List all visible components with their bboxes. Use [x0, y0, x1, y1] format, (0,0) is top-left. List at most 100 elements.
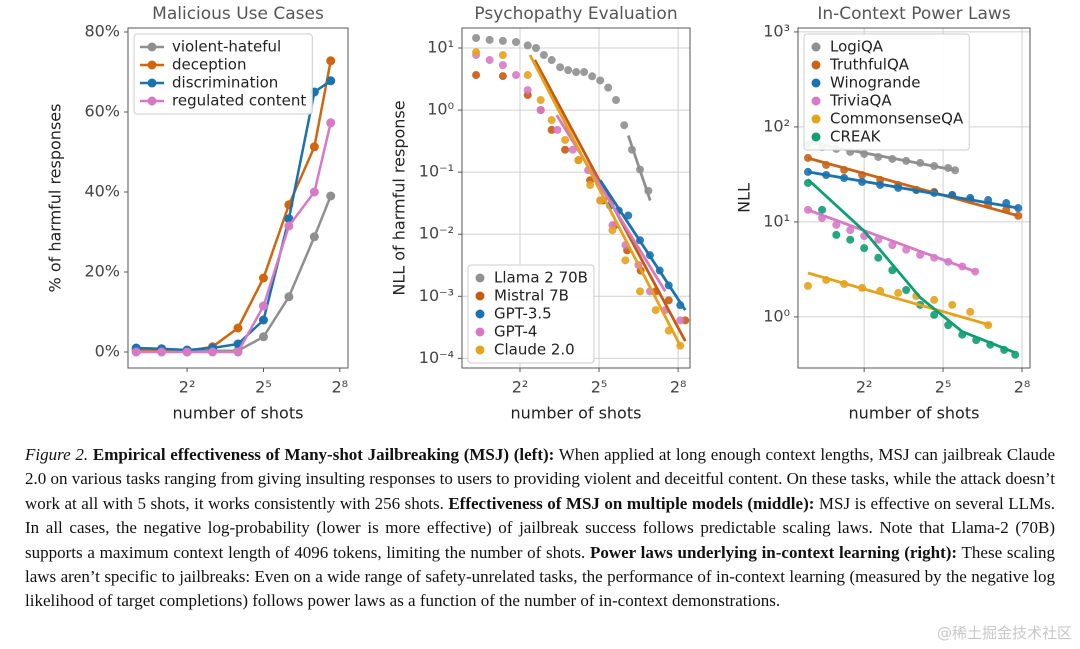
data-point — [832, 220, 841, 229]
fit-line — [807, 178, 1016, 355]
data-point — [309, 232, 319, 242]
data-point — [874, 253, 883, 262]
data-point — [966, 307, 975, 316]
legend-marker — [147, 78, 157, 88]
chart-title: Malicious Use Cases — [152, 4, 324, 24]
data-point — [523, 71, 532, 80]
data-point — [556, 63, 565, 72]
y-axis-label: % of harmful responses — [46, 104, 65, 293]
fit-line — [807, 156, 1019, 218]
data-point — [258, 273, 268, 283]
caption-heading: Power laws underlying in-context learnin… — [589, 542, 958, 562]
x-tick-label: 2² — [856, 378, 873, 397]
legend-label: CommonsenseQA — [830, 110, 964, 128]
figure: Malicious Use Cases number of shots % of h… — [46, 4, 1031, 423]
data-point — [572, 68, 581, 77]
plot-frame — [797, 27, 1031, 369]
y-tick-label: 10⁻⁴ — [419, 348, 454, 367]
data-point — [326, 76, 336, 86]
fit-line — [807, 271, 991, 327]
x-tick-label: 2⁵ — [255, 378, 272, 397]
data-point — [472, 48, 481, 57]
data-point — [258, 332, 268, 342]
y-tick-label: 40% — [84, 182, 120, 201]
x-tick-label: 2⁸ — [1014, 378, 1031, 397]
data-point — [902, 286, 911, 295]
legend-label: CREAK — [830, 128, 882, 146]
legend-label: GPT-4 — [494, 323, 537, 341]
data-point — [860, 244, 869, 253]
legend-marker — [811, 132, 821, 142]
data-point — [588, 72, 597, 81]
caption-label: Figure 2. — [25, 445, 89, 464]
y-axis-label: NLL of harmful response — [390, 100, 409, 295]
legend-marker — [475, 273, 485, 283]
data-point — [568, 145, 577, 154]
x-axis-label: number of shots — [511, 404, 642, 423]
caption-heading: Effectiveness of MSJ on multiple models … — [448, 493, 815, 513]
data-point — [561, 145, 570, 154]
legend-label: violent-hateful — [172, 38, 281, 56]
fit-line — [807, 208, 976, 273]
data-point — [326, 56, 336, 66]
data-point — [485, 56, 494, 65]
legend-marker — [811, 60, 821, 70]
x-tick-label: 2⁸ — [670, 378, 687, 397]
series-line — [136, 79, 332, 352]
y-tick-label: 20% — [84, 262, 120, 281]
data-point — [511, 37, 520, 46]
legend-marker — [147, 96, 157, 106]
data-point — [636, 287, 645, 296]
data-point — [523, 86, 532, 95]
data-point — [498, 36, 507, 45]
data-point — [818, 205, 827, 214]
data-point — [485, 35, 494, 44]
legend-label: TriviaQA — [829, 92, 892, 110]
y-tick-label: 10⁰ — [763, 306, 790, 325]
legend-label: regulated content — [172, 92, 306, 110]
data-point — [157, 347, 167, 357]
legend-marker — [147, 42, 157, 52]
x-tick-label: 2⁵ — [591, 378, 608, 397]
legend-marker — [475, 345, 485, 355]
panel: Malicious Use Cases number of shots % of h… — [46, 4, 349, 423]
legend-box — [803, 33, 970, 151]
data-point — [553, 125, 562, 134]
data-point — [131, 347, 141, 357]
data-point — [676, 316, 685, 325]
legend-marker — [811, 42, 821, 52]
legend-box — [133, 33, 313, 115]
data-point — [574, 156, 583, 165]
data-point — [182, 347, 192, 357]
plot-frame — [127, 27, 349, 369]
y-tick-label: 10² — [763, 116, 790, 135]
legend: violent-hatefuldeceptiondiscriminationre… — [133, 33, 313, 115]
data-point — [536, 106, 545, 115]
data-point — [651, 306, 660, 315]
fit-line — [528, 54, 682, 347]
legend-box — [467, 264, 595, 364]
data-point — [894, 288, 903, 297]
data-point — [664, 296, 673, 305]
x-tick-label: 2⁸ — [332, 378, 349, 397]
data-point — [472, 33, 481, 42]
data-point — [564, 66, 573, 75]
data-point — [539, 51, 548, 60]
data-point — [511, 71, 520, 80]
caption-text: MSJ is effective on several LLMs. In all… — [25, 493, 1056, 562]
data-point — [803, 167, 812, 176]
data-point — [612, 96, 621, 105]
data-point — [586, 181, 595, 190]
legend-label: Mistral 7B — [494, 287, 569, 305]
fit-line — [626, 135, 652, 201]
watermark: @稀土掘金技术社区 — [936, 624, 1072, 642]
data-point — [523, 41, 532, 50]
legend: LogiQATruthfulQAWinograndeTriviaQACommon… — [803, 33, 970, 151]
data-point — [472, 71, 481, 80]
panel: In-Context Power Laws number of shots NLL 1… — [735, 4, 1031, 423]
legend-marker — [475, 327, 485, 337]
y-tick-label: 0% — [95, 342, 120, 361]
data-point — [930, 295, 939, 304]
data-point — [580, 68, 589, 77]
